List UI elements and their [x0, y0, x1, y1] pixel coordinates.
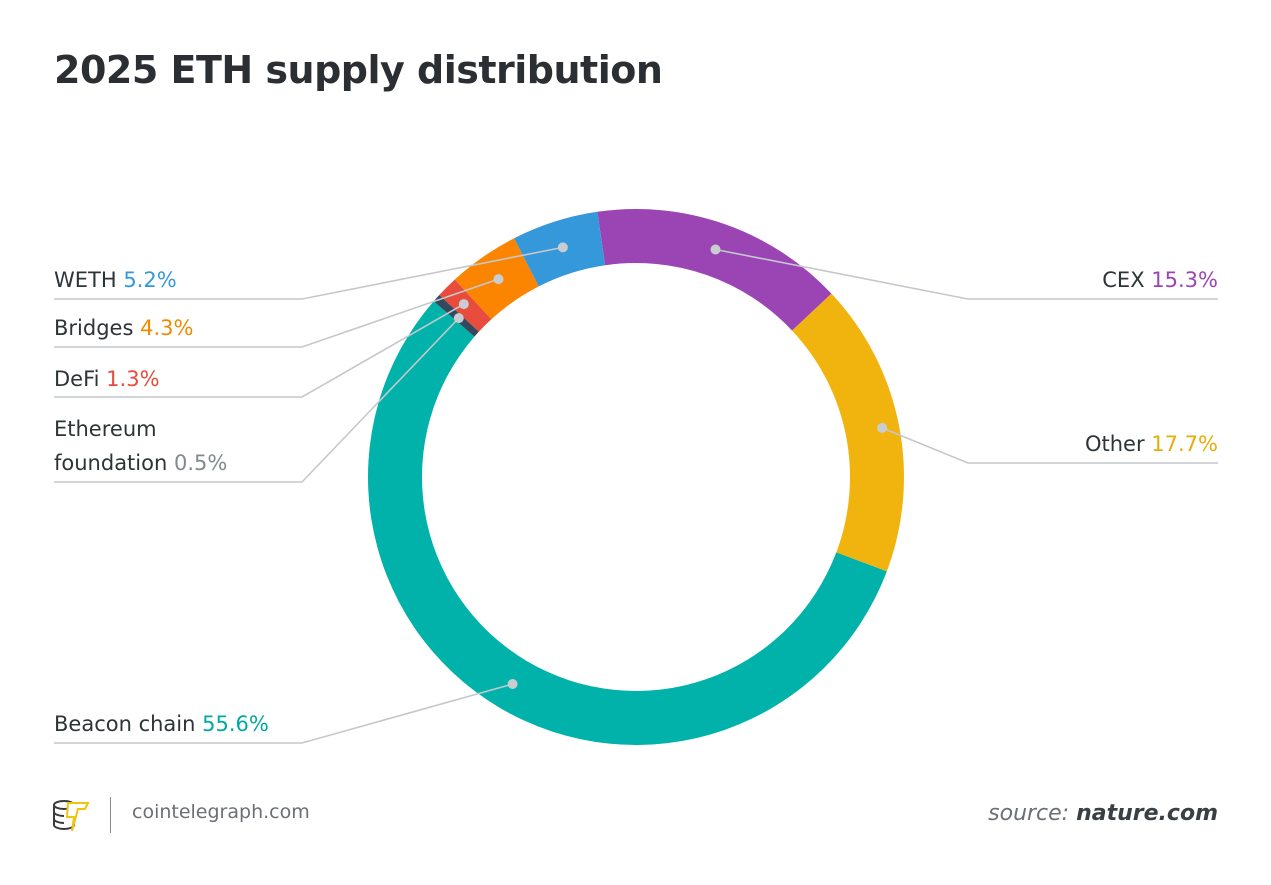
footer-divider — [110, 797, 111, 833]
leader-line — [881, 427, 1218, 464]
leader-line — [715, 248, 1218, 300]
leader-dot — [453, 313, 464, 324]
leader-line — [54, 317, 460, 483]
leader-dot — [710, 244, 721, 255]
leader-line — [54, 683, 513, 744]
source-credit: source: nature.com — [988, 801, 1218, 826]
slice-beacon-chain — [368, 301, 887, 745]
leader-dot — [877, 422, 888, 433]
label-bridges: Bridges 4.3% — [54, 316, 194, 340]
label-foundation: Ethereum foundation 0.5% — [54, 417, 228, 475]
label-other: Other 17.7% — [1084, 432, 1218, 456]
leader-line — [54, 278, 499, 348]
leader-dot — [507, 679, 518, 690]
label-weth: WETH 5.2% — [54, 268, 177, 292]
slice-cex — [597, 209, 832, 331]
label-defi: DeFi 1.3% — [54, 367, 160, 391]
cointelegraph-logo-icon — [53, 800, 90, 832]
leader-dot — [458, 299, 469, 310]
leader-dot — [557, 242, 568, 253]
label-cex: CEX 15.3% — [1102, 268, 1218, 292]
label-beacon: Beacon chain 55.6% — [54, 712, 269, 736]
slice-other — [792, 293, 904, 572]
leader-line — [54, 303, 465, 398]
leader-dot — [493, 274, 504, 285]
footer-site: cointelegraph.com — [132, 801, 310, 823]
chart-title: 2025 ETH supply distribution — [54, 48, 663, 92]
leader-line — [54, 246, 564, 300]
